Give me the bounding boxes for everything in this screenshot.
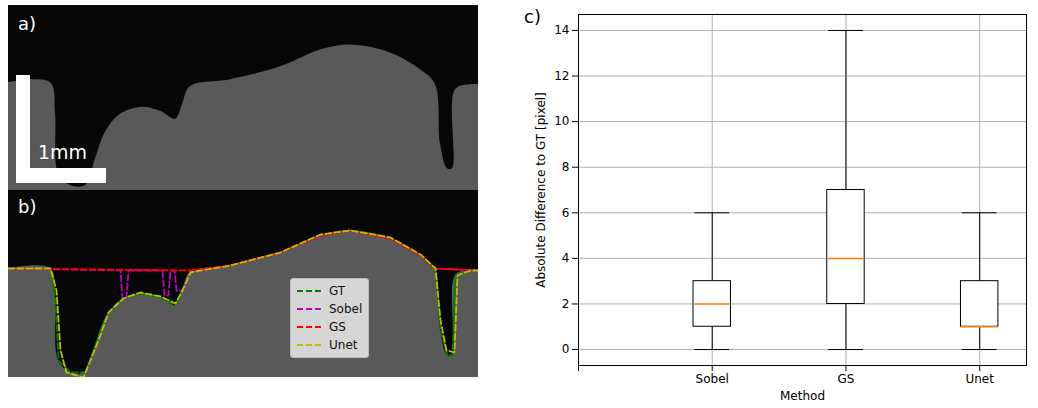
html-text:GS: GS: [329, 320, 346, 334]
html-text:Unet: Unet: [329, 338, 358, 352]
svg-text:6: 6: [562, 206, 570, 220]
svg-text:Sobel: Sobel: [696, 372, 729, 386]
svg-text:Unet: Unet: [965, 372, 994, 386]
html-text:b): b): [18, 196, 37, 217]
svg-text:0: 0: [562, 342, 570, 356]
html-text:Sobel: Sobel: [329, 302, 363, 316]
svg-text:2: 2: [562, 297, 570, 311]
html-text:a): a): [18, 13, 37, 34]
svg-text:10: 10: [554, 114, 569, 128]
html-text:GT: GT: [329, 284, 346, 298]
svg-text:Method: Method: [780, 389, 825, 403]
svg-text:14: 14: [554, 23, 569, 37]
svg-text:4: 4: [562, 251, 570, 265]
html-text:1mm: 1mm: [38, 141, 88, 163]
svg-text:8: 8: [562, 160, 570, 174]
html-text:c): c): [524, 6, 541, 27]
svg-text:GS: GS: [838, 372, 855, 386]
svg-text:12: 12: [554, 69, 569, 83]
svg-text:Absolute Difference to GT [pix: Absolute Difference to GT [pixel]: [534, 92, 548, 288]
